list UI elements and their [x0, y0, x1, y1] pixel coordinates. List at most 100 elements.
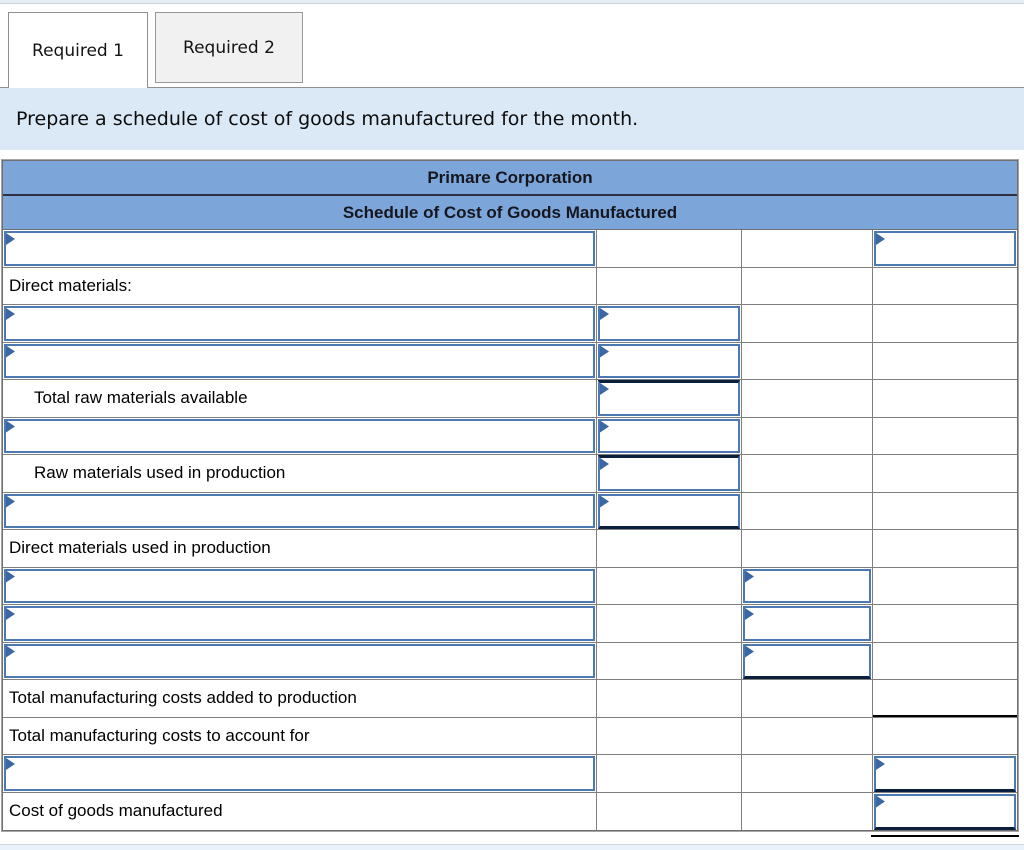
table-cell [597, 305, 742, 343]
table-cell [873, 230, 1017, 268]
cell-marker-icon [600, 495, 609, 508]
table-cell [3, 417, 597, 455]
table-cell [597, 267, 742, 305]
table-cell [742, 492, 873, 530]
amount-input[interactable] [598, 306, 740, 341]
row-label-cell: Total raw materials available [3, 380, 597, 418]
amount-input[interactable] [874, 756, 1016, 792]
table-cell [742, 417, 873, 455]
table-cell [871, 792, 1019, 837]
amount-input[interactable] [874, 793, 1016, 830]
cell-marker-icon [6, 233, 15, 245]
table-cell [873, 605, 1017, 643]
table-body: Direct materials: Total raw materials ava… [3, 230, 1019, 837]
table-cell [597, 230, 742, 268]
table-cell [742, 680, 873, 718]
amount-input[interactable] [874, 231, 1016, 266]
tab-required-1[interactable]: Required 1 [8, 12, 148, 88]
table-cell [3, 342, 597, 380]
amount-input[interactable] [4, 493, 595, 528]
amount-input[interactable] [598, 493, 740, 529]
table-cell [597, 792, 742, 830]
amount-input[interactable] [598, 343, 740, 378]
instruction-bar: Prepare a schedule of cost of goods manu… [0, 88, 1024, 150]
row-label: Direct materials: [9, 275, 132, 295]
cell-marker-icon [6, 495, 15, 508]
table-cell [3, 567, 597, 605]
row-label-cell: Total manufacturing costs added to produ… [3, 680, 597, 718]
table-cell [597, 680, 742, 718]
row-label: Total manufacturing costs added to produ… [9, 688, 357, 708]
cell-marker-icon [876, 758, 885, 770]
table-cell [597, 567, 742, 605]
table-cell [3, 642, 597, 680]
cell-marker-icon [6, 570, 15, 583]
amount-input[interactable] [4, 643, 595, 678]
amount-input[interactable] [4, 606, 595, 641]
table-cell [597, 605, 742, 643]
table-cell [597, 455, 742, 493]
amount-input[interactable] [598, 380, 740, 416]
cell-marker-icon [6, 308, 15, 320]
table-cell [742, 455, 873, 493]
table-cell [873, 380, 1017, 418]
table-cell [873, 680, 1017, 718]
cell-marker-icon [600, 345, 609, 358]
cell-marker-icon [876, 795, 885, 808]
table-cell [3, 492, 597, 530]
row-label-cell: Cost of goods manufactured [3, 792, 597, 830]
table-cell [742, 605, 873, 643]
table-cell [742, 792, 873, 830]
tab-bar-divider [0, 87, 1024, 88]
table-cell [742, 642, 873, 680]
table-cell [873, 567, 1017, 605]
table-cell [873, 267, 1017, 305]
table-cell [742, 267, 873, 305]
table-cell [3, 605, 597, 643]
amount-input[interactable] [743, 643, 871, 679]
table-cell [873, 417, 1017, 455]
table-cell [873, 755, 1017, 793]
cell-marker-icon [600, 458, 609, 470]
amount-input[interactable] [4, 343, 595, 378]
table-cell [597, 492, 742, 530]
cell-marker-icon [6, 608, 15, 620]
amount-input[interactable] [4, 756, 595, 791]
cell-marker-icon [600, 383, 609, 395]
amount-input[interactable] [4, 568, 595, 603]
table-cell [742, 717, 873, 755]
table-cell [742, 755, 873, 793]
table-cell [742, 305, 873, 343]
tab-required-2[interactable]: Required 2 [155, 12, 303, 83]
table-cell [597, 642, 742, 680]
cell-marker-icon [6, 345, 15, 358]
bottom-strip [0, 844, 1024, 850]
cogm-table: Primare Corporation Schedule of Cost of … [2, 160, 1019, 837]
row-label-cell: Direct materials: [3, 267, 597, 305]
amount-input[interactable] [598, 418, 740, 453]
row-label: Cost of goods manufactured [9, 801, 223, 821]
row-label-cell: Total manufacturing costs to account for [3, 717, 597, 755]
amount-input[interactable] [4, 418, 595, 453]
cell-marker-icon [600, 308, 609, 320]
table-cell [597, 417, 742, 455]
amount-input[interactable] [4, 306, 595, 341]
row-label: Raw materials used in production [34, 463, 286, 483]
amount-input[interactable] [743, 606, 871, 641]
cell-marker-icon [745, 570, 754, 583]
instruction-text: Prepare a schedule of cost of goods manu… [16, 108, 639, 130]
cell-marker-icon [6, 420, 15, 433]
table-cell [597, 530, 742, 568]
amount-input[interactable] [4, 231, 595, 266]
table-cell [597, 380, 742, 418]
table-cell [873, 642, 1017, 680]
amount-input[interactable] [598, 455, 740, 491]
table-cell [873, 342, 1017, 380]
table-cell [3, 755, 597, 793]
tab-label: Required 2 [183, 37, 275, 58]
amount-input[interactable] [743, 568, 871, 603]
cell-marker-icon [6, 645, 15, 658]
table-cell [873, 492, 1017, 530]
table-cell [873, 530, 1017, 568]
